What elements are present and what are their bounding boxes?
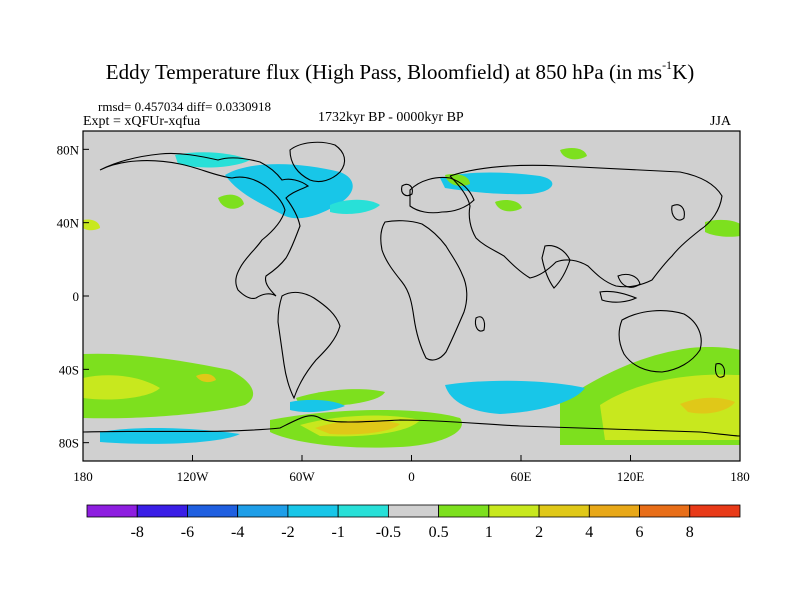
colorbar-label: 2 xyxy=(535,524,543,541)
lon-label: 0 xyxy=(408,469,415,484)
coast-nz xyxy=(714,363,726,378)
period-label: 1732kyr BP - 0000kyr BP xyxy=(318,110,464,125)
colorbar: -8 -6 -4 -2 -1 -0.5 0.5 1 2 4 6 8 xyxy=(86,504,741,541)
lon-label: 180 xyxy=(73,469,93,484)
field-orange-antarctic xyxy=(315,419,400,435)
coast-madagascar xyxy=(474,316,486,332)
field-yellow-pacific xyxy=(83,375,160,400)
experiment-label: Expt = xQFUr-xqfua xyxy=(83,114,201,129)
lat-axis: 80N 40N 0 40S 80S xyxy=(57,142,89,451)
lat-label: 80N xyxy=(57,142,80,157)
field-blue-atl xyxy=(330,199,380,214)
field-green-nh-2 xyxy=(495,200,522,212)
colorbar-label: 6 xyxy=(636,524,644,541)
colorbar-label: -1 xyxy=(331,524,344,541)
colorbar-swatch xyxy=(287,504,339,518)
lon-label: 180 xyxy=(730,469,750,484)
field-green-southern xyxy=(83,353,254,419)
coast-australia xyxy=(618,310,702,373)
coast-africa xyxy=(380,220,468,361)
coastlines xyxy=(83,141,740,437)
lat-label: 0 xyxy=(73,289,80,304)
lat-label: 40N xyxy=(57,216,80,231)
coast-antarctica xyxy=(83,415,740,437)
field-yellow-east xyxy=(600,374,740,440)
lat-label: 80S xyxy=(59,436,79,451)
colorbar-swatch xyxy=(136,504,188,518)
lon-label: 120W xyxy=(177,469,210,484)
coast-india xyxy=(541,245,571,289)
colorbar-swatch xyxy=(438,504,490,518)
colorbar-swatch xyxy=(337,504,389,518)
field-blue-s-ocean xyxy=(445,380,585,414)
lon-label: 60W xyxy=(289,469,315,484)
lon-axis: 180 120W 60W 0 60E 120E 180 xyxy=(73,455,750,484)
colorbar-swatch xyxy=(187,504,239,518)
colorbar-swatch xyxy=(689,504,741,518)
coast-greenland xyxy=(289,141,346,183)
colorbar-label: -4 xyxy=(231,524,244,541)
coast-uk xyxy=(401,183,413,197)
colorbar-label: -6 xyxy=(181,524,194,541)
colorbar-label: 4 xyxy=(585,524,593,541)
field-green-nh-3 xyxy=(560,148,587,160)
colorbar-swatch xyxy=(387,504,440,518)
field-blue-s-ocean-2 xyxy=(290,399,345,413)
colorbar-swatch xyxy=(237,504,289,518)
colorbar-swatch xyxy=(86,504,138,518)
colorbar-swatch xyxy=(488,504,540,518)
colorbar-swatch xyxy=(639,504,691,518)
colorbar-label: -8 xyxy=(131,524,144,541)
field-blue-n-america xyxy=(225,164,353,219)
colorbar-label: 1 xyxy=(485,524,493,541)
colorbar-label: 0.5 xyxy=(429,524,449,541)
anomaly-fields xyxy=(83,148,740,448)
colorbar-label: -2 xyxy=(281,524,294,541)
stats-text: rmsd= 0.457034 diff= 0.0330918 xyxy=(98,99,271,114)
field-blue-canada-n xyxy=(175,152,250,168)
field-blue-eurasia xyxy=(440,172,553,195)
coast-north-america xyxy=(99,152,310,300)
coast-japan xyxy=(671,204,685,221)
colorbar-label: 8 xyxy=(686,524,694,541)
colorbar-label: -0.5 xyxy=(376,524,401,541)
colorbar-swatch xyxy=(538,504,590,518)
field-green-nh-1 xyxy=(218,194,244,209)
lat-label: 40S xyxy=(59,362,79,377)
field-green-e-edge xyxy=(705,219,740,237)
coast-indonesia xyxy=(599,290,638,303)
field-orange-pac xyxy=(196,373,216,383)
chart-title: Eddy Temperature flux (High Pass, Bloomf… xyxy=(105,58,695,84)
colorbar-swatch xyxy=(588,504,640,518)
field-orange-east xyxy=(680,397,735,414)
coast-borneo xyxy=(617,273,641,288)
season-label: JJA xyxy=(710,114,732,129)
coast-asia xyxy=(449,164,723,288)
coast-south-america xyxy=(277,291,341,400)
lon-label: 120E xyxy=(617,469,645,484)
lon-label: 60E xyxy=(511,469,532,484)
coast-europe xyxy=(409,176,475,214)
